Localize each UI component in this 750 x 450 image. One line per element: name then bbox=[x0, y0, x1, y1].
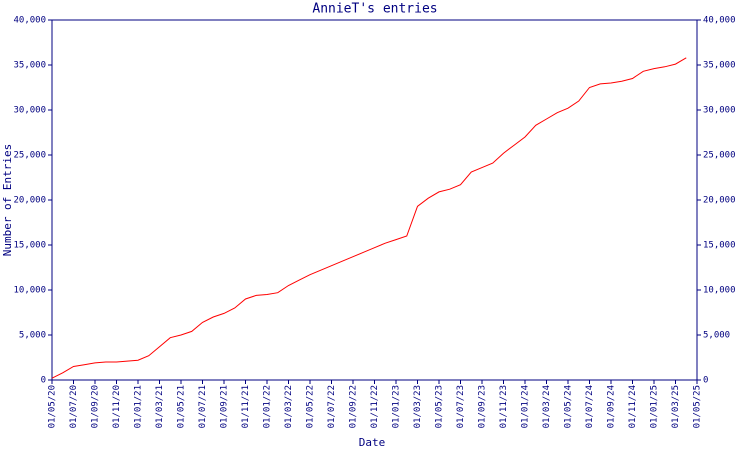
x-tick-label: 01/03/24 bbox=[542, 385, 552, 428]
y2-tick-label: 0 bbox=[703, 376, 708, 386]
x-tick-label: 01/05/23 bbox=[435, 385, 445, 428]
y2-tick-label: 15,000 bbox=[703, 241, 736, 251]
y-tick-label: 25,000 bbox=[13, 151, 46, 161]
x-tick-label: 01/03/25 bbox=[671, 385, 681, 428]
y2-tick-label: 5,000 bbox=[703, 331, 730, 341]
x-tick-label: 01/09/21 bbox=[220, 385, 230, 428]
x-axis-title: Date bbox=[359, 436, 386, 449]
y2-tick-label: 25,000 bbox=[703, 151, 736, 161]
x-tick-label: 01/05/25 bbox=[693, 385, 703, 428]
x-tick-label: 01/11/22 bbox=[370, 385, 380, 428]
x-tick-label: 01/11/21 bbox=[241, 385, 251, 428]
y-tick-label: 35,000 bbox=[13, 61, 46, 71]
x-tick-label: 01/11/24 bbox=[628, 385, 638, 428]
x-tick-label: 01/09/23 bbox=[478, 385, 488, 428]
x-tick-label: 01/07/22 bbox=[327, 385, 337, 428]
x-tick-label: 01/07/23 bbox=[456, 385, 466, 428]
data-line bbox=[51, 57, 687, 379]
y2-tick-label: 10,000 bbox=[703, 286, 736, 296]
plot-frame bbox=[51, 19, 698, 381]
x-tick-label: 01/07/24 bbox=[585, 385, 595, 428]
y-tick-label: 0 bbox=[41, 376, 46, 386]
x-tick-label: 01/05/21 bbox=[177, 385, 187, 428]
x-tick-label: 01/11/20 bbox=[112, 385, 122, 428]
x-tick-label: 01/03/23 bbox=[413, 385, 423, 428]
y-tick-label: 5,000 bbox=[19, 331, 46, 341]
y2-tick-label: 35,000 bbox=[703, 61, 736, 71]
y2-tick-label: 20,000 bbox=[703, 196, 736, 206]
y-tick-label: 40,000 bbox=[13, 16, 46, 26]
y2-tick-label: 40,000 bbox=[703, 16, 736, 26]
y-tick-label: 10,000 bbox=[13, 286, 46, 296]
x-tick-label: 01/05/24 bbox=[564, 385, 574, 428]
x-tick-label: 01/05/20 bbox=[48, 385, 58, 428]
x-tick-label: 01/01/25 bbox=[650, 385, 660, 428]
y2-tick-label: 30,000 bbox=[703, 106, 736, 116]
x-tick-label: 01/05/22 bbox=[306, 385, 316, 428]
x-tick-label: 01/01/24 bbox=[521, 385, 531, 428]
x-tick-label: 01/09/24 bbox=[607, 385, 617, 428]
x-tick-label: 01/11/23 bbox=[499, 385, 509, 428]
x-tick-label: 01/07/21 bbox=[198, 385, 208, 428]
y-tick-label: 30,000 bbox=[13, 106, 46, 116]
chart-title: AnnieT's entries bbox=[312, 2, 437, 17]
x-tick-label: 01/01/22 bbox=[263, 385, 273, 428]
x-tick-label: 01/07/20 bbox=[69, 385, 79, 428]
y-axis-title: Number of Entries bbox=[1, 144, 14, 257]
x-tick-label: 01/01/21 bbox=[134, 385, 144, 428]
y-tick-label: 20,000 bbox=[13, 196, 46, 206]
y-tick-label: 15,000 bbox=[13, 241, 46, 251]
x-tick-label: 01/03/22 bbox=[284, 385, 294, 428]
x-tick-label: 01/09/20 bbox=[91, 385, 101, 428]
x-tick-label: 01/09/22 bbox=[349, 385, 359, 428]
x-tick-label: 01/01/23 bbox=[392, 385, 402, 428]
x-tick-label: 01/03/21 bbox=[155, 385, 165, 428]
